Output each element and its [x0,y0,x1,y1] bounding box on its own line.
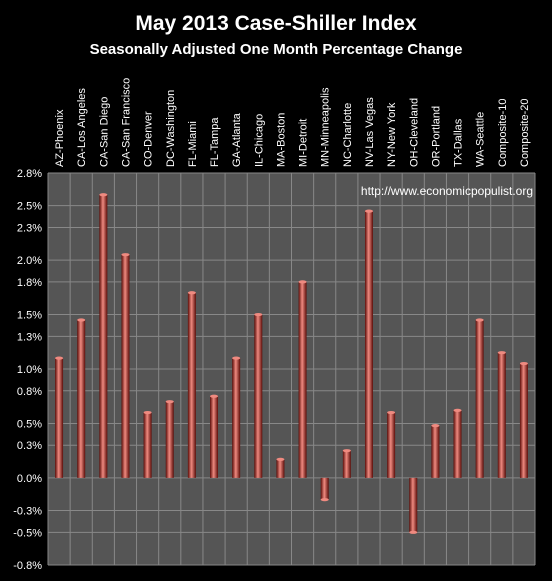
category-label: NY-New York [386,102,398,167]
x-axis-labels: AZ-Phoenix CA-Los Angeles CA-San Diego CA-S… [54,78,531,167]
category-label: MN-Minneapolis [320,87,332,167]
bar [77,320,86,478]
y-tick-label: 2.3% [17,222,42,234]
bar-cap [519,361,528,366]
bar [254,314,263,478]
bar-cap [342,449,351,453]
bar-cap [55,356,64,360]
y-tick-label: 1.0% [17,364,42,376]
bar [210,396,219,478]
category-label: GA-Atlanta [231,112,243,167]
bar-cap [475,318,484,322]
bar [55,358,64,478]
y-tick-label: 0.8% [17,386,42,398]
category-label: OR-Portland [430,106,442,167]
category-label: WA-Seattle [475,112,487,167]
category-label: CA-San Francisco [120,78,132,167]
y-tick-label: 1.8% [17,277,42,289]
bar [497,352,506,478]
bar-cap [497,351,506,355]
bar [453,410,462,478]
bar [276,459,285,478]
bar [187,292,196,478]
category-label: AZ-Phoenix [54,109,66,167]
bar-cap [431,424,440,428]
y-axis: -0.8% -0.5% -0.3% 0.0% 0.3% 0.5% 0.8% 1.0% 1.3% 1… [13,168,42,572]
bar [232,358,241,478]
bar [165,401,174,478]
bar-cap [387,410,396,415]
category-label: TX-Dallas [453,118,465,167]
category-label: CO-Denver [143,111,155,167]
watermark-text: http://www.economicpopulist.org [361,184,533,198]
bar-cap [232,356,241,360]
bar-cap [210,394,219,398]
bar [409,477,418,533]
bar-cap [99,193,108,197]
bars [55,193,528,534]
bar-cap [121,253,130,257]
bar [519,363,528,478]
y-tick-label: -0.5% [13,527,42,539]
bar [387,412,396,478]
category-label: CA-San Diego [98,97,110,167]
category-label: FL-Tampa [209,117,221,167]
bar-cap [320,498,329,502]
bar [143,412,152,478]
chart-title: May 2013 Case-Shiller Index [135,12,417,35]
y-tick-label: 2.8% [17,168,42,180]
bar-cap [364,209,373,213]
y-tick-label: -0.8% [13,560,42,572]
category-label: NV-Las Vegas [364,97,376,167]
category-label: Composite-10 [497,99,509,167]
category-label: DC-Washington [165,90,177,167]
category-label: OH-Cleveland [408,98,420,167]
y-tick-label: 1.3% [17,331,42,343]
chart-subtitle: Seasonally Adjusted One Month Percentage… [90,41,463,58]
bar-cap [143,410,152,415]
bar-cap [276,457,285,461]
bar [475,320,484,478]
bar-cap [254,312,263,317]
y-tick-label: 2.5% [17,201,42,213]
bar [99,194,108,478]
bar-cap [187,291,196,295]
y-tick-label: 0.5% [17,418,42,430]
bar [342,450,351,478]
category-label: MA-Boston [275,113,287,167]
y-tick-label: 0.0% [17,473,42,485]
bar-cap [298,280,307,284]
bar-cap [453,408,462,412]
bar-cap [409,530,418,534]
bar [121,254,130,478]
y-tick-label: 0.3% [17,440,42,452]
y-tick-label: 1.5% [17,310,42,322]
bar [431,425,440,478]
bar [364,211,373,478]
bar [320,477,329,500]
y-tick-label: -0.3% [13,506,42,518]
category-label: Composite-20 [519,99,531,167]
category-label: IL-Chicago [253,114,265,167]
bar-cap [165,400,174,404]
category-label: MI-Detroit [298,119,310,167]
bar-cap [77,318,86,322]
bar [298,281,307,478]
category-label: CA-Los Angeles [76,88,88,167]
category-label: NC-Charlotte [342,103,354,167]
category-label: FL-Miami [187,121,199,167]
y-tick-label: 2.0% [17,255,42,267]
